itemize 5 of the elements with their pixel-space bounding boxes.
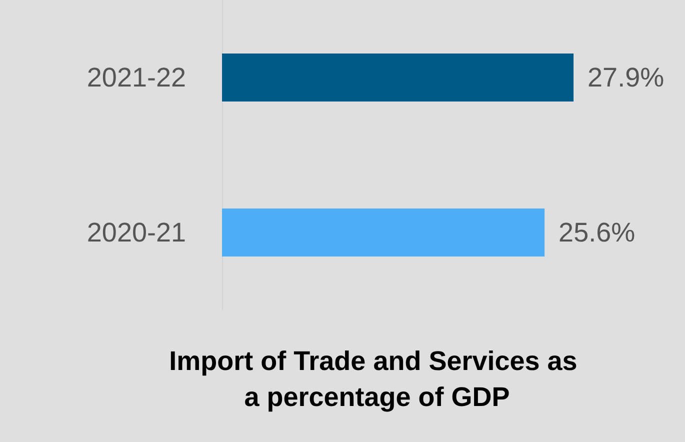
y-tick-label: 2021-22: [86, 62, 186, 92]
data-label: 27.9%: [588, 62, 664, 92]
y-tick-label: 2020-21: [86, 218, 186, 248]
data-label: 25.6%: [558, 218, 636, 248]
text: Import of Trade and Services as a percentage of GDP: [169, 346, 585, 412]
